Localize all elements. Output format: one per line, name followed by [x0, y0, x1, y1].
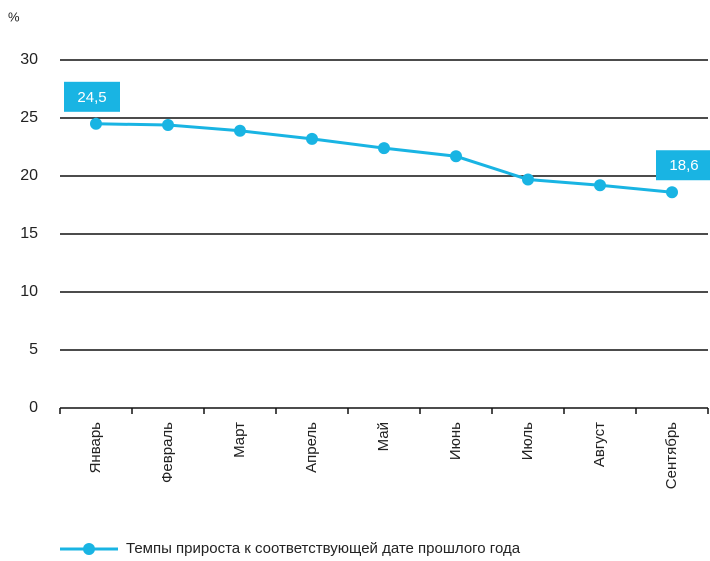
x-tick-label: Май [375, 422, 392, 451]
x-tick-label: Март [231, 422, 248, 458]
x-tick-label: Август [591, 422, 608, 467]
y-tick-label: 15 [20, 225, 38, 242]
marker [306, 132, 318, 145]
y-tick-label: 25 [20, 109, 38, 126]
x-tick-label: Апрель [303, 422, 320, 473]
marker [234, 124, 246, 137]
marker [378, 142, 390, 155]
y-tick-label: 5 [29, 341, 38, 358]
value-label-box [656, 150, 710, 181]
marker [450, 150, 462, 163]
legend-label: Темпы прироста к соответствующей дате пр… [126, 540, 521, 557]
marker [666, 186, 678, 199]
x-tick-label: Июнь [447, 422, 464, 460]
legend-marker [83, 543, 95, 555]
series-line [95, 122, 673, 194]
marker [594, 179, 606, 192]
marker [90, 117, 102, 130]
y-tick-label: 20 [20, 167, 38, 184]
marker [162, 118, 174, 131]
y-tick-label: 30 [20, 51, 38, 68]
value-label: 24,5 [77, 89, 106, 106]
marker [522, 173, 534, 186]
y-tick-label: 10 [20, 283, 38, 300]
x-tick-label: Январь [87, 422, 104, 474]
y-unit-label: % [8, 9, 20, 24]
x-tick-label: Сентябрь [663, 422, 680, 489]
x-tick-label: Июль [519, 422, 536, 460]
y-tick-label: 0 [29, 399, 38, 416]
x-tick-label: Февраль [159, 422, 176, 483]
value-label-box [64, 81, 120, 112]
value-label: 18,6 [669, 157, 698, 174]
